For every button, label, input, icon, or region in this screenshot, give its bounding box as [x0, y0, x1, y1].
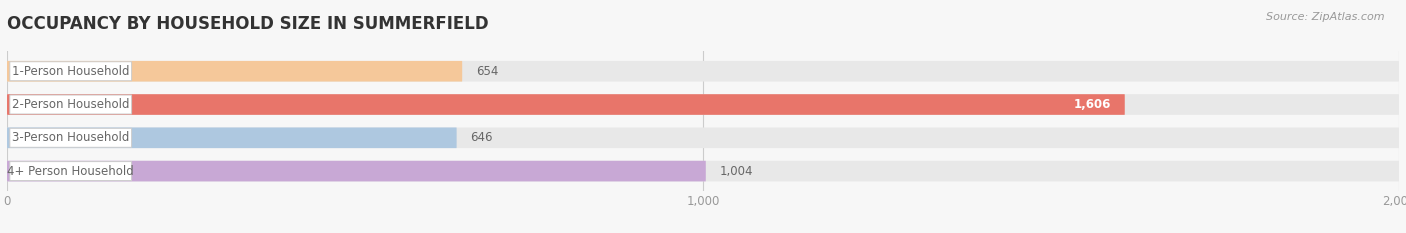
- Text: 1-Person Household: 1-Person Household: [13, 65, 129, 78]
- FancyBboxPatch shape: [7, 94, 1399, 115]
- Text: 4+ Person Household: 4+ Person Household: [7, 164, 134, 178]
- FancyBboxPatch shape: [10, 128, 132, 147]
- FancyBboxPatch shape: [10, 62, 132, 81]
- FancyBboxPatch shape: [7, 127, 1399, 148]
- Text: 1,004: 1,004: [720, 164, 754, 178]
- FancyBboxPatch shape: [10, 162, 132, 181]
- Text: 2-Person Household: 2-Person Household: [13, 98, 129, 111]
- FancyBboxPatch shape: [7, 94, 1125, 115]
- Text: 3-Person Household: 3-Person Household: [13, 131, 129, 144]
- FancyBboxPatch shape: [7, 127, 457, 148]
- Text: 646: 646: [471, 131, 494, 144]
- Text: OCCUPANCY BY HOUSEHOLD SIZE IN SUMMERFIELD: OCCUPANCY BY HOUSEHOLD SIZE IN SUMMERFIE…: [7, 15, 489, 33]
- Text: Source: ZipAtlas.com: Source: ZipAtlas.com: [1267, 12, 1385, 22]
- FancyBboxPatch shape: [10, 95, 132, 114]
- FancyBboxPatch shape: [7, 161, 706, 182]
- FancyBboxPatch shape: [7, 161, 1399, 182]
- FancyBboxPatch shape: [7, 61, 1399, 82]
- FancyBboxPatch shape: [7, 61, 463, 82]
- Text: 654: 654: [477, 65, 499, 78]
- Text: 1,606: 1,606: [1073, 98, 1111, 111]
